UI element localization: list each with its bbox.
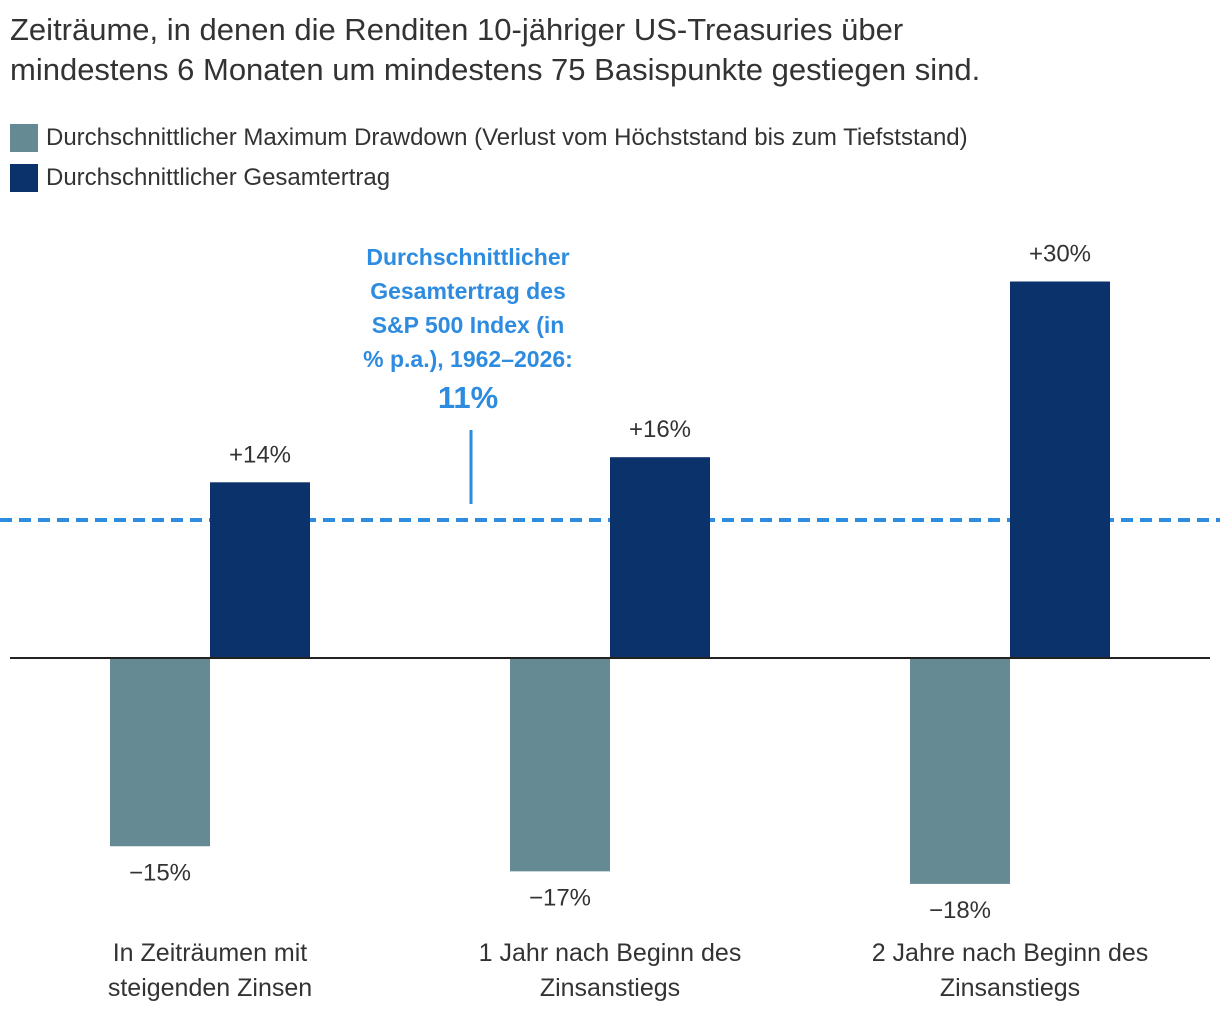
bar-total-return-3 [1010,281,1110,658]
chart-title-line-1: Zeiträume, in denen die Renditen 10-jähr… [10,12,904,47]
data-label-total-return-2: +16% [629,416,691,443]
category-label-1-line-1: In Zeiträumen mit [113,939,308,967]
category-label-3-line-2: Zinsanstiegs [940,974,1080,1002]
reference-annotation-line-3: S&P 500 Index (in [372,312,565,338]
legend-label-drawdown: Durchschnittlicher Maximum Drawdown (Ver… [46,124,968,151]
legend-label-total-return: Durchschnittlicher Gesamtertrag [46,164,391,191]
bar-drawdown-2 [510,658,610,872]
chart-title-line-2: mindestens 6 Monaten um mindestens 75 Ba… [10,52,981,87]
reference-annotation-line-2: Gesamtertrag des [370,278,566,304]
category-label-3-line-1: 2 Jahre nach Beginn des [872,939,1149,967]
bar-total-return-1 [210,482,310,658]
bar-total-return-2 [610,457,710,658]
reference-annotation-line-4: % p.a.), 1962–2026: [363,346,573,372]
data-label-total-return-1: +14% [229,441,291,468]
legend-swatch-drawdown [10,124,38,152]
category-label-1-line-2: steigenden Zinsen [108,974,312,1002]
legend-item-drawdown: Durchschnittlicher Maximum Drawdown (Ver… [10,118,968,158]
chart-title: Zeiträume, in denen die Renditen 10-jähr… [10,10,1210,90]
data-label-drawdown-3: −18% [929,897,991,924]
data-label-drawdown-1: −15% [129,859,191,886]
reference-annotation-value: 11% [438,380,498,415]
bar-drawdown-3 [910,658,1010,884]
chart-legend: Durchschnittlicher Maximum Drawdown (Ver… [10,118,968,198]
bar-drawdown-1 [110,658,210,847]
category-label-2-line-2: Zinsanstiegs [540,974,680,1002]
data-label-total-return-3: +30% [1029,241,1091,268]
data-label-drawdown-2: −17% [529,884,591,911]
legend-swatch-total-return [10,164,38,192]
reference-annotation-line-1: Durchschnittlicher [366,244,569,270]
legend-item-total-return: Durchschnittlicher Gesamtertrag [10,158,968,198]
category-label-2-line-1: 1 Jahr nach Beginn des [479,939,742,967]
